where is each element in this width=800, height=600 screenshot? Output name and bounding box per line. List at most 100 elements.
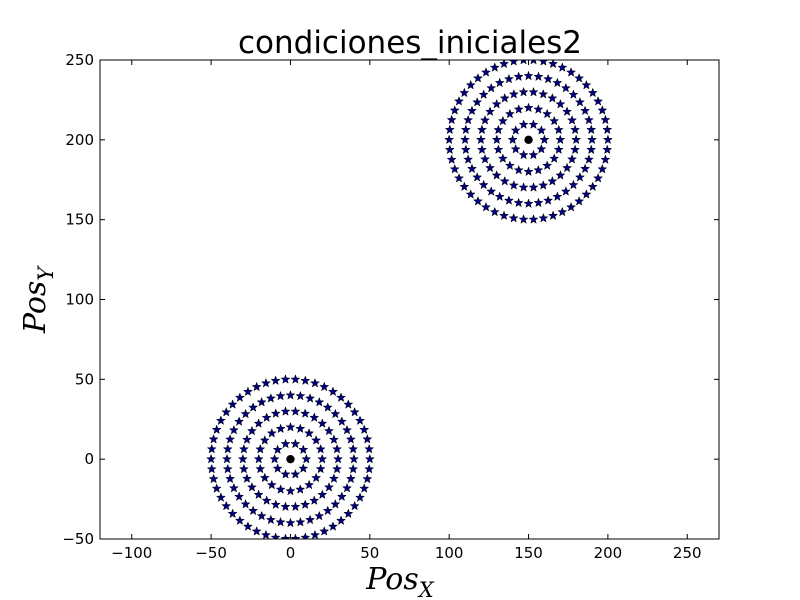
star-point (301, 453, 312, 464)
x-tick-label: −50 (195, 544, 227, 562)
star-point (315, 443, 326, 454)
star-point (206, 463, 217, 474)
star-point (222, 443, 233, 454)
star-point (513, 71, 524, 82)
star-point (504, 108, 515, 119)
star-point (330, 499, 341, 509)
star-point (459, 181, 470, 192)
star-point (568, 89, 579, 99)
star-point (253, 418, 264, 428)
star-point (581, 189, 592, 199)
star-point (208, 433, 219, 444)
star-point (549, 153, 560, 163)
star-point (290, 501, 301, 512)
star-point (538, 88, 549, 99)
star-point (336, 491, 347, 502)
star-point (562, 106, 573, 116)
star-point (234, 392, 245, 402)
star-point (240, 499, 251, 509)
star-point (542, 160, 553, 170)
star-point (280, 406, 291, 416)
star-point (225, 434, 236, 444)
star-point (327, 521, 339, 531)
star-point (523, 198, 534, 208)
star-point (328, 473, 340, 483)
star-point (323, 482, 335, 492)
star-point (508, 88, 519, 99)
star-point (472, 73, 484, 83)
star-point (272, 444, 283, 455)
star-point (510, 143, 521, 154)
star-point (208, 473, 219, 484)
star-point (317, 418, 328, 428)
star-point (206, 443, 217, 454)
star-point (513, 104, 524, 114)
star-point (520, 60, 527, 65)
star-point (238, 443, 249, 454)
star-point (486, 82, 497, 93)
star-point (237, 453, 248, 464)
star-point (480, 67, 492, 77)
star-point (602, 144, 613, 155)
star-point (543, 73, 554, 84)
star-point (280, 469, 291, 479)
chart-title: condiciones_iniciales2 (238, 25, 582, 61)
star-point (322, 505, 333, 516)
star-point (222, 463, 233, 474)
star-point (305, 514, 316, 525)
star-point (518, 86, 529, 97)
star-point (444, 124, 455, 135)
star-point (600, 114, 611, 125)
star-point (215, 415, 226, 426)
star-point (574, 96, 585, 107)
star-point (260, 377, 271, 388)
star-point (314, 396, 325, 407)
star-point (453, 96, 465, 106)
star-point (300, 408, 311, 418)
star-point (444, 134, 455, 145)
star-point (465, 189, 476, 199)
star-point (251, 526, 262, 536)
star-point (272, 463, 283, 473)
star-point (354, 415, 366, 426)
star-point (305, 393, 316, 403)
star-point (553, 124, 564, 135)
star-point (493, 144, 504, 154)
star-point (253, 489, 264, 500)
star-point (504, 160, 515, 170)
x-tick-label: 100 (435, 544, 464, 562)
star-point (583, 154, 594, 164)
star-point (311, 435, 322, 445)
star-point (330, 408, 341, 419)
star-point (253, 453, 264, 464)
star-point (290, 438, 301, 449)
star-point (266, 428, 277, 438)
star-point (528, 86, 539, 97)
star-point (362, 433, 373, 444)
scatter-markers (206, 60, 613, 539)
star-point (227, 399, 238, 409)
star-point (314, 510, 325, 521)
star-point (466, 105, 478, 116)
star-point (571, 134, 582, 145)
star-point (241, 473, 253, 483)
star-point (518, 149, 529, 160)
x-axis-label-sub: X (417, 578, 435, 600)
star-point (566, 115, 578, 125)
star-point (317, 489, 328, 500)
star-point (555, 134, 566, 145)
star-point (260, 529, 271, 539)
star-point (472, 196, 484, 206)
star-point (536, 125, 547, 135)
star-point (476, 124, 488, 135)
star-point (309, 377, 321, 388)
star-point (538, 180, 549, 190)
star-point (536, 143, 547, 154)
star-point (597, 163, 608, 174)
star-point (248, 402, 259, 412)
star-point (478, 89, 489, 99)
star-point (478, 179, 489, 190)
star-point (548, 60, 559, 69)
star-point (528, 149, 539, 160)
y-tick-label: 50 (75, 370, 94, 388)
